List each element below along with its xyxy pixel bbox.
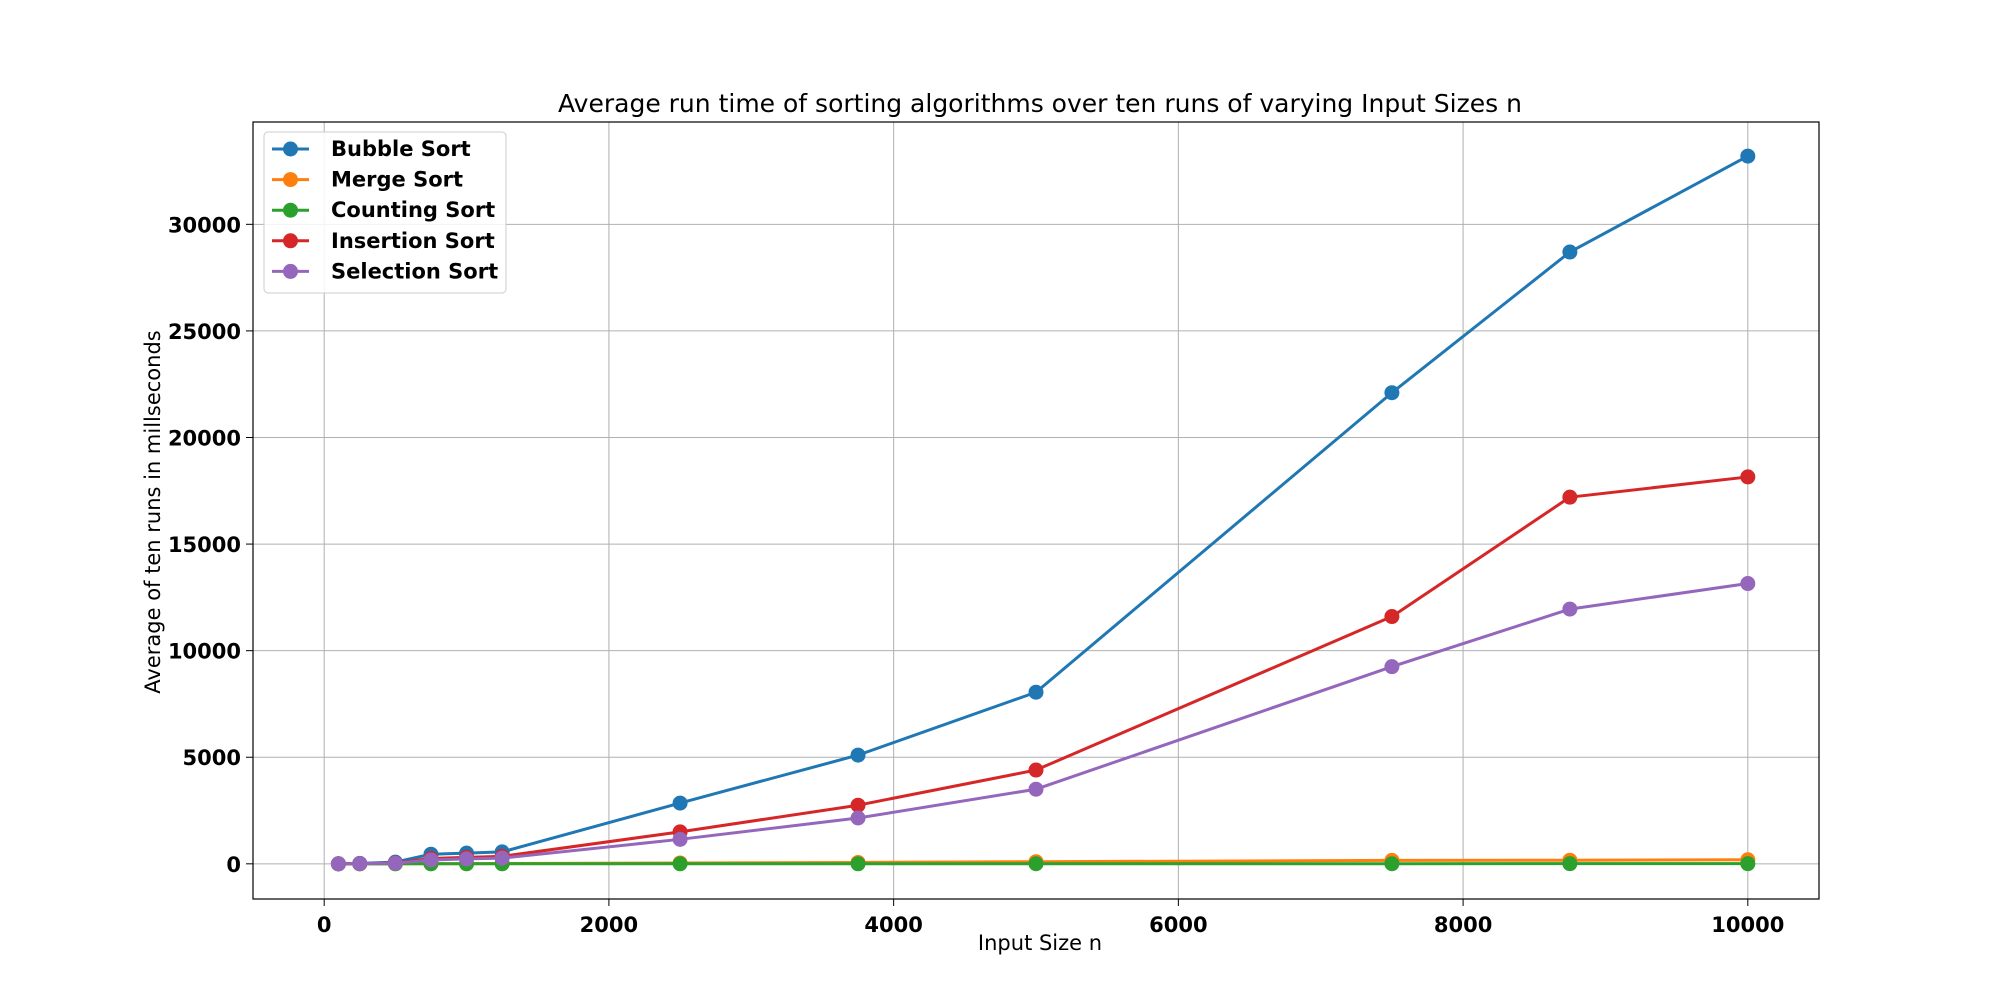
data-point <box>1028 856 1044 872</box>
data-point <box>672 831 688 847</box>
data-point <box>1028 684 1044 700</box>
x-tick-label: 4000 <box>864 913 922 937</box>
x-tick-label: 0 <box>317 913 332 937</box>
legend-label: Selection Sort <box>331 259 498 283</box>
series-selection-sort <box>330 576 1756 872</box>
data-point <box>1028 781 1044 797</box>
x-tick-label: 6000 <box>1149 913 1207 937</box>
data-point <box>387 855 403 871</box>
x-tick-label: 8000 <box>1434 913 1492 937</box>
legend-item-insertion-sort: Insertion Sort <box>272 229 495 253</box>
y-tick-label: 30000 <box>168 213 241 237</box>
legend: Bubble Sort Merge Sort Counting Sort Insert… <box>263 131 507 294</box>
data-point <box>1384 856 1400 872</box>
data-point <box>1562 856 1578 872</box>
legend-item-merge-sort: Merge Sort <box>272 168 463 192</box>
data-point <box>850 747 866 763</box>
x-tick-label: 10000 <box>1711 913 1784 937</box>
y-tick-label: 15000 <box>168 533 241 557</box>
x-tick-label: 2000 <box>580 913 638 937</box>
data-point <box>1028 762 1044 778</box>
plot-frame <box>252 121 1820 900</box>
data-point <box>1384 659 1400 675</box>
y-tick-label: 5000 <box>183 746 241 770</box>
legend-label: Counting Sort <box>331 198 495 222</box>
data-point <box>672 856 688 872</box>
y-tick-label: 20000 <box>168 426 241 450</box>
data-point <box>459 851 475 867</box>
data-point <box>494 850 510 866</box>
legend-marker <box>283 141 298 157</box>
data-point <box>850 810 866 826</box>
data-point <box>330 856 346 872</box>
data-point <box>850 856 866 872</box>
data-point <box>1384 385 1400 401</box>
y-tick-label: 10000 <box>168 640 241 664</box>
legend-item-counting-sort: Counting Sort <box>272 198 495 222</box>
data-point <box>850 797 866 813</box>
data-point <box>1384 609 1400 625</box>
legend-label: Insertion Sort <box>331 229 495 253</box>
legend-marker <box>283 263 298 279</box>
legend-item-selection-sort: Selection Sort <box>272 259 498 283</box>
legend-marker <box>283 202 298 218</box>
y-axis-label: Average of ten runs in millseconds <box>141 330 165 693</box>
legend-marker <box>283 172 298 188</box>
data-point <box>1562 489 1578 505</box>
data-point <box>1740 576 1756 592</box>
y-tick-label: 25000 <box>168 320 241 344</box>
data-point <box>1740 148 1756 164</box>
y-axis: 0 5000 10000 15000 20000 25000 30000 <box>168 213 253 877</box>
legend-box <box>263 131 507 294</box>
data-point <box>672 795 688 811</box>
data-point <box>352 856 368 872</box>
chart-title: Average run time of sorting algorithms o… <box>558 89 1522 118</box>
y-tick-label: 0 <box>226 853 241 877</box>
data-point <box>1740 469 1756 485</box>
legend-label: Merge Sort <box>331 168 463 192</box>
data-point <box>423 852 439 868</box>
legend-item-bubble-sort: Bubble Sort <box>272 137 471 161</box>
legend-label: Bubble Sort <box>331 137 471 161</box>
x-axis-label: Input Size n <box>978 931 1102 955</box>
data-point <box>1740 856 1756 872</box>
legend-marker <box>283 233 298 249</box>
data-point <box>1562 244 1578 260</box>
x-axis: 0 2000 4000 6000 8000 10000 <box>317 899 1784 937</box>
series-group <box>330 148 1756 872</box>
data-point <box>1562 601 1578 617</box>
